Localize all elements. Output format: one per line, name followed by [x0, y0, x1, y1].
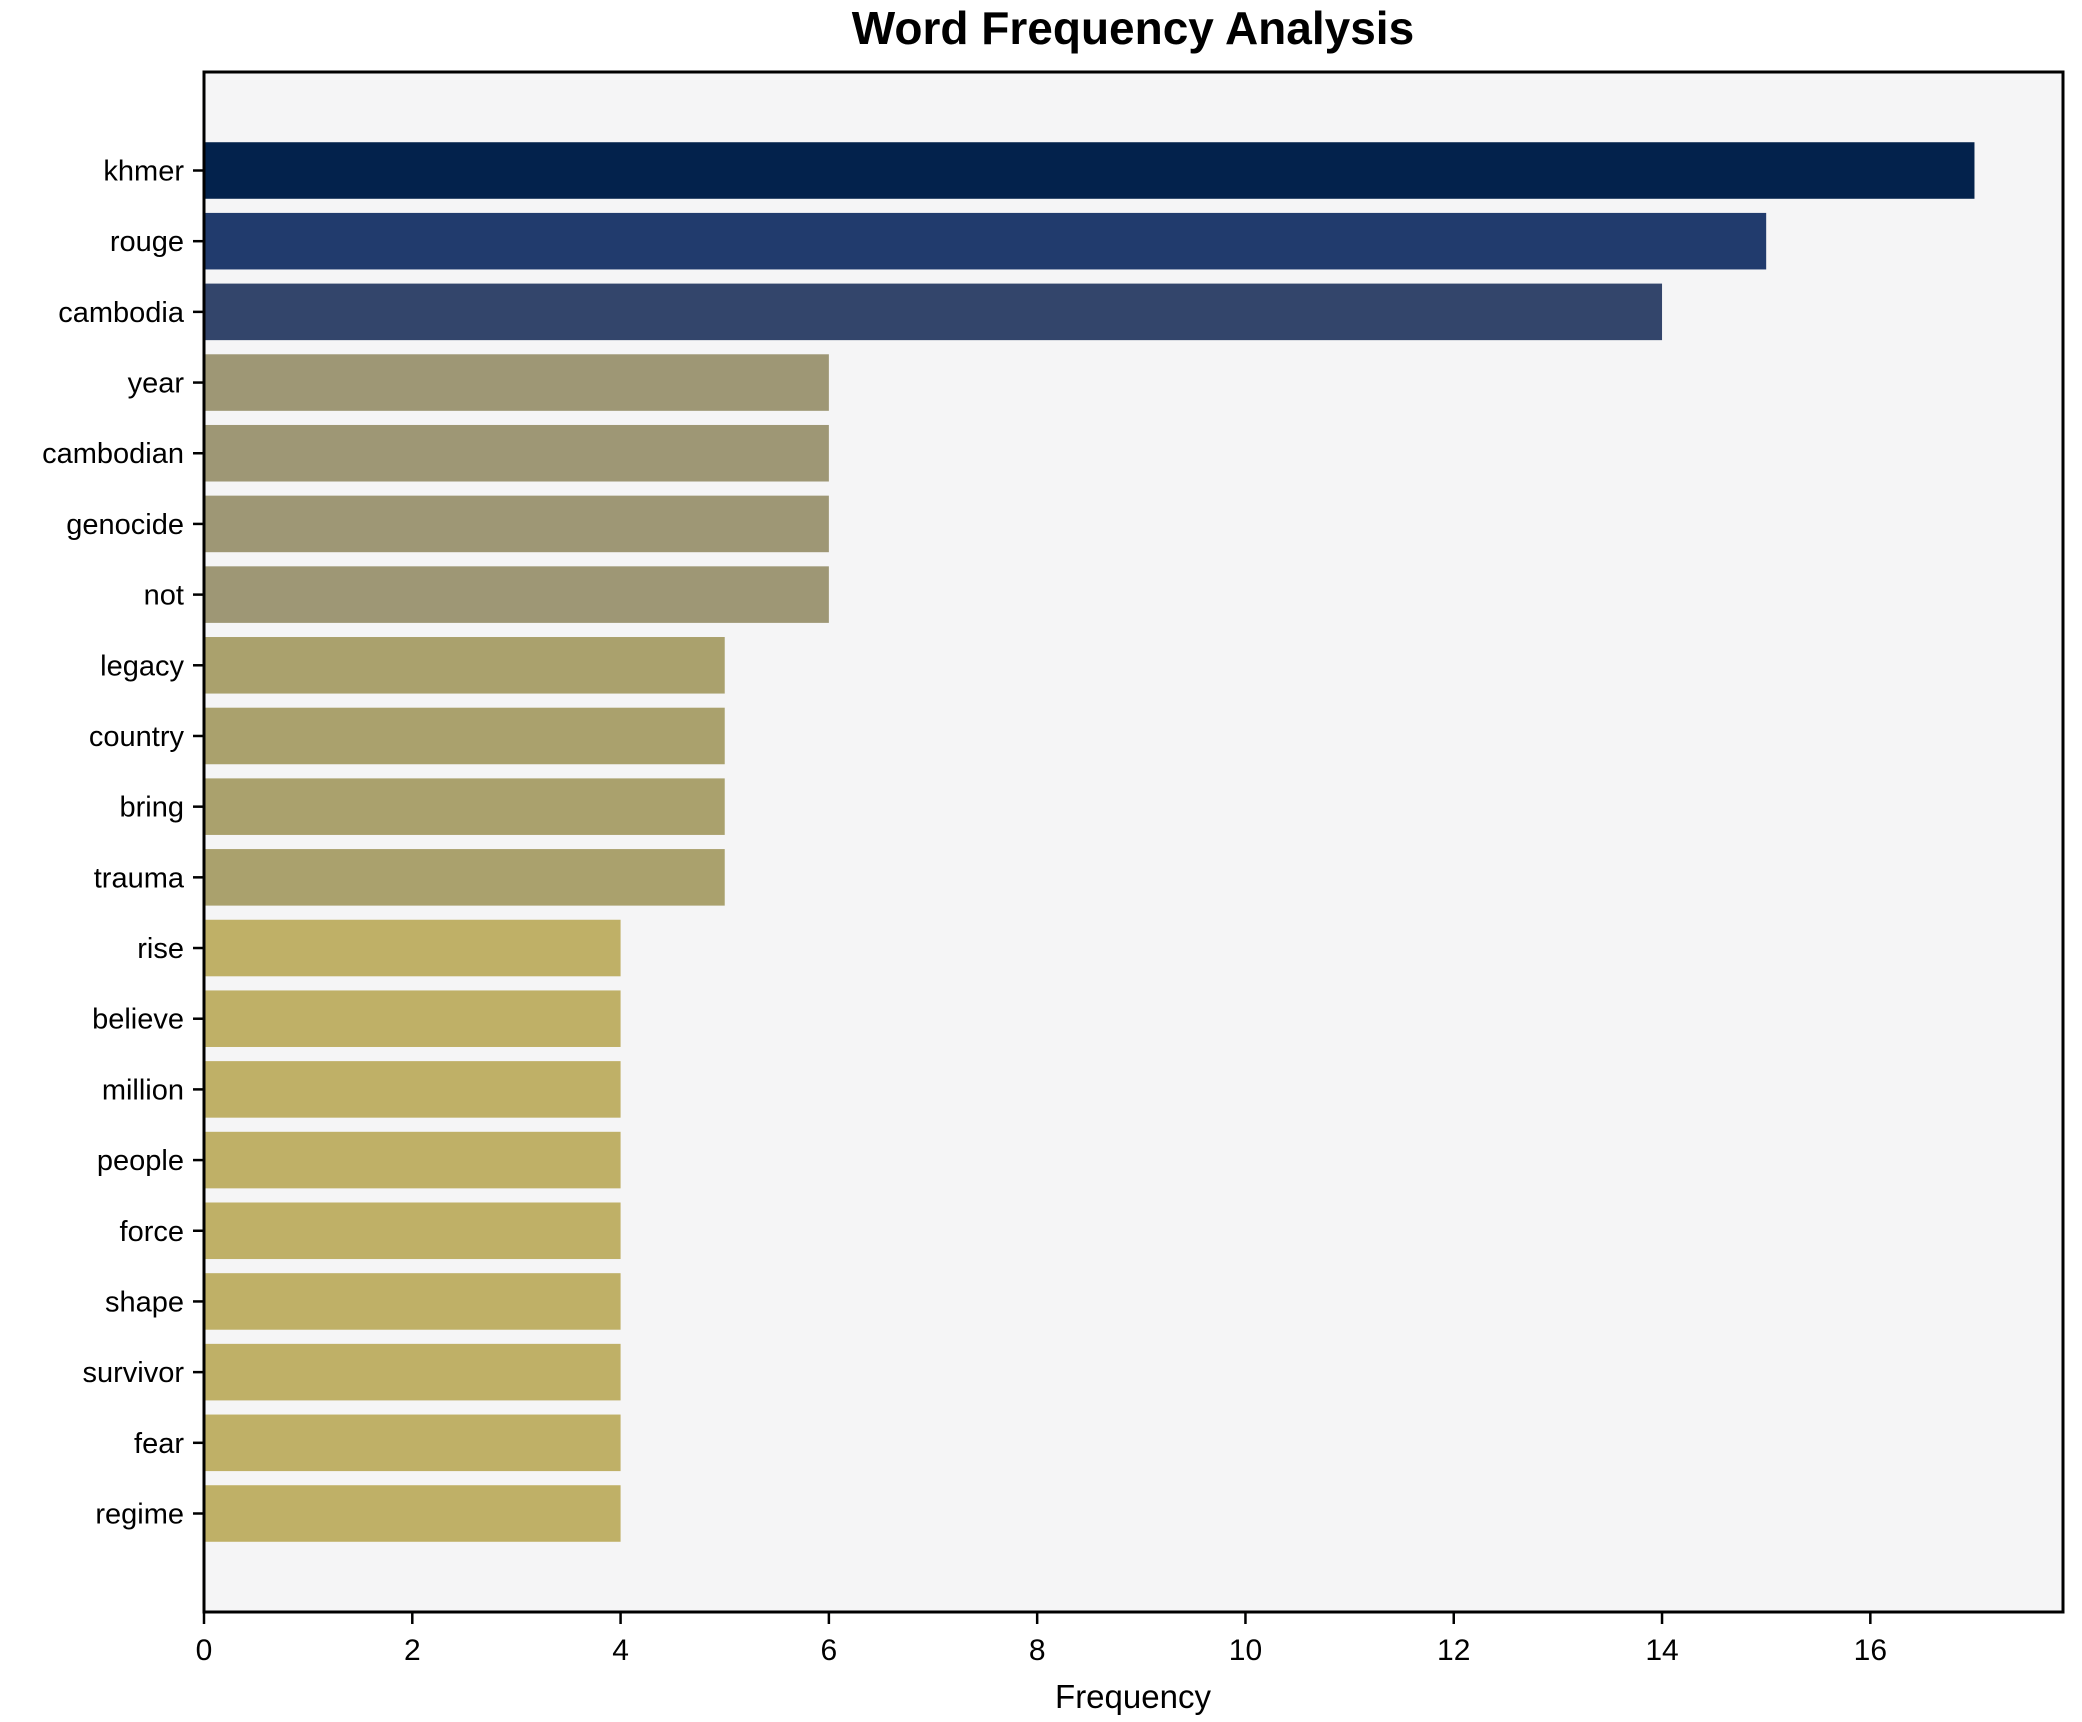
x-axis-label: Frequency	[1055, 1678, 1211, 1715]
bar-khmer	[204, 142, 1975, 199]
y-tick-label: country	[89, 721, 185, 753]
y-tick-label: cambodian	[42, 438, 184, 470]
bar-shape	[204, 1273, 621, 1330]
bar-not	[204, 566, 829, 623]
x-tick-label: 2	[404, 1634, 421, 1667]
x-tick-label: 14	[1645, 1634, 1678, 1667]
x-tick-label: 10	[1229, 1634, 1262, 1667]
y-tick-label: rise	[137, 933, 184, 965]
x-tick-label: 8	[1029, 1634, 1046, 1667]
y-tick-label: bring	[120, 792, 185, 824]
chart-title: Word Frequency Analysis	[852, 2, 1414, 54]
y-tick-label: people	[97, 1145, 184, 1177]
bar-regime	[204, 1485, 621, 1542]
x-tick-label: 6	[821, 1634, 838, 1667]
bar-bring	[204, 778, 725, 835]
bar-genocide	[204, 495, 829, 553]
y-tick-label: genocide	[66, 509, 184, 541]
y-tick-label: shape	[105, 1286, 184, 1318]
bar-year	[204, 354, 829, 411]
bar-cambodia	[204, 283, 1663, 341]
x-tick-label: 16	[1854, 1634, 1887, 1667]
y-tick-label: regime	[95, 1499, 184, 1531]
bar-legacy	[204, 637, 725, 694]
bar-believe	[204, 990, 621, 1047]
axes-border	[202, 70, 2065, 1614]
y-tick-label: fear	[134, 1428, 184, 1460]
y-tick-label: cambodia	[58, 297, 185, 329]
y-tick-label: trauma	[94, 862, 185, 894]
y-tick-label: rouge	[110, 226, 184, 258]
bar-fear	[204, 1414, 621, 1472]
ticks-layer: khmer rouge cambodia year cambodian genocide n…	[42, 156, 1887, 1668]
y-tick-label: survivor	[82, 1357, 184, 1389]
y-tick-label: khmer	[103, 156, 184, 188]
y-tick-label: not	[144, 580, 184, 612]
y-tick-label: believe	[92, 1004, 184, 1036]
x-tick-label: 0	[196, 1634, 213, 1667]
x-tick-label: 12	[1437, 1634, 1470, 1667]
bars-layer	[204, 142, 1975, 1542]
bar-force	[204, 1202, 621, 1260]
bar-trauma	[204, 849, 725, 906]
bar-rouge	[204, 212, 1767, 270]
y-tick-label: legacy	[100, 650, 184, 682]
y-tick-label: million	[102, 1074, 184, 1106]
x-tick-label: 4	[612, 1634, 629, 1667]
y-tick-label: year	[128, 368, 185, 400]
bar-million	[204, 1061, 621, 1118]
bar-cambodian	[204, 424, 829, 482]
y-tick-label: force	[120, 1216, 184, 1248]
bar-survivor	[204, 1343, 621, 1401]
bar-people	[204, 1131, 621, 1189]
bar-rise	[204, 919, 621, 977]
bar-country	[204, 707, 725, 765]
